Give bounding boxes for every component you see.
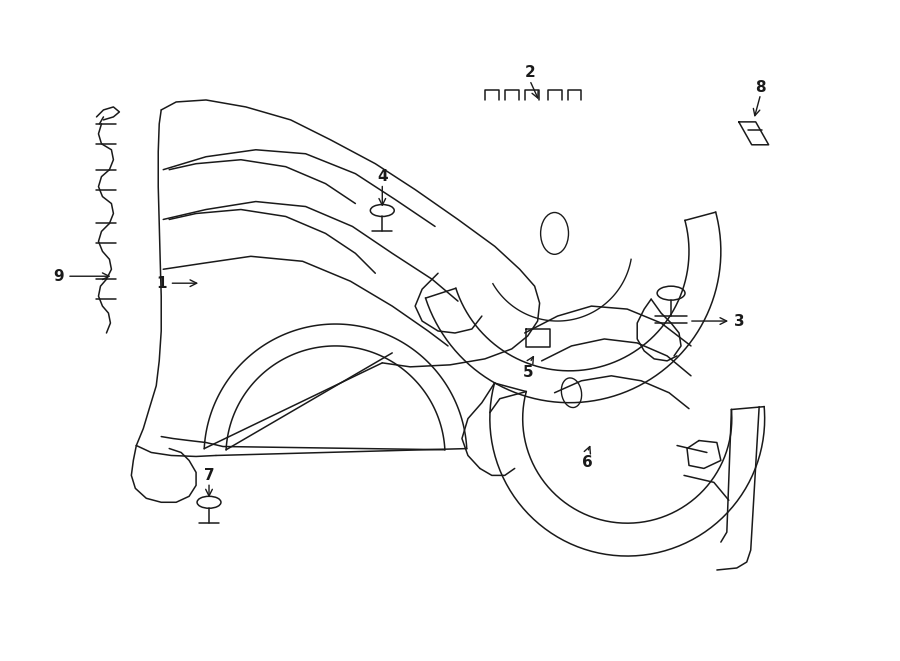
Text: 8: 8 bbox=[755, 79, 766, 95]
Text: 1: 1 bbox=[157, 276, 197, 291]
Text: 4: 4 bbox=[377, 169, 388, 184]
Text: 6: 6 bbox=[582, 455, 593, 470]
Text: 9: 9 bbox=[54, 269, 109, 284]
Text: 2: 2 bbox=[525, 65, 535, 79]
Text: 3: 3 bbox=[692, 313, 744, 329]
Text: 7: 7 bbox=[203, 468, 214, 483]
Text: 5: 5 bbox=[522, 366, 533, 380]
